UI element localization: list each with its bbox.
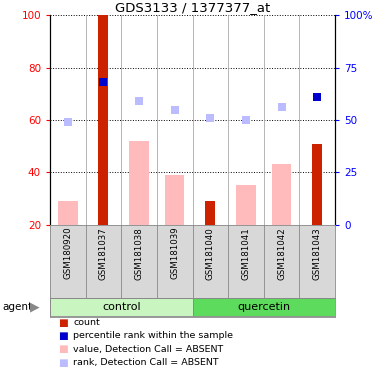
Text: GSM180920: GSM180920 xyxy=(64,227,72,280)
Text: rank, Detection Call = ABSENT: rank, Detection Call = ABSENT xyxy=(73,358,219,367)
Text: GSM181042: GSM181042 xyxy=(277,227,286,280)
Text: quercetin: quercetin xyxy=(237,302,290,312)
Text: count: count xyxy=(73,318,100,327)
Text: ■: ■ xyxy=(58,344,67,354)
Bar xyxy=(50,298,192,316)
Bar xyxy=(165,175,184,225)
Text: ■: ■ xyxy=(58,318,67,328)
Bar xyxy=(312,144,322,225)
Text: GSM181043: GSM181043 xyxy=(313,227,321,280)
Text: GSM181040: GSM181040 xyxy=(206,227,215,280)
Text: value, Detection Call = ABSENT: value, Detection Call = ABSENT xyxy=(73,345,223,354)
Text: GSM181039: GSM181039 xyxy=(170,227,179,280)
Bar xyxy=(58,201,78,225)
Text: GSM181041: GSM181041 xyxy=(241,227,250,280)
Text: control: control xyxy=(102,302,141,312)
Text: GSM181038: GSM181038 xyxy=(135,227,144,280)
Bar xyxy=(192,298,335,316)
Bar xyxy=(236,185,256,225)
Text: ■: ■ xyxy=(58,331,67,341)
Bar xyxy=(129,141,149,225)
Text: ■: ■ xyxy=(58,358,67,368)
Bar xyxy=(272,164,291,225)
Text: ▶: ▶ xyxy=(30,301,40,314)
Bar xyxy=(99,15,109,225)
Text: agent: agent xyxy=(2,302,32,312)
Text: percentile rank within the sample: percentile rank within the sample xyxy=(73,331,233,341)
Title: GDS3133 / 1377377_at: GDS3133 / 1377377_at xyxy=(115,1,270,14)
Bar xyxy=(205,201,215,225)
Text: GSM181037: GSM181037 xyxy=(99,227,108,280)
